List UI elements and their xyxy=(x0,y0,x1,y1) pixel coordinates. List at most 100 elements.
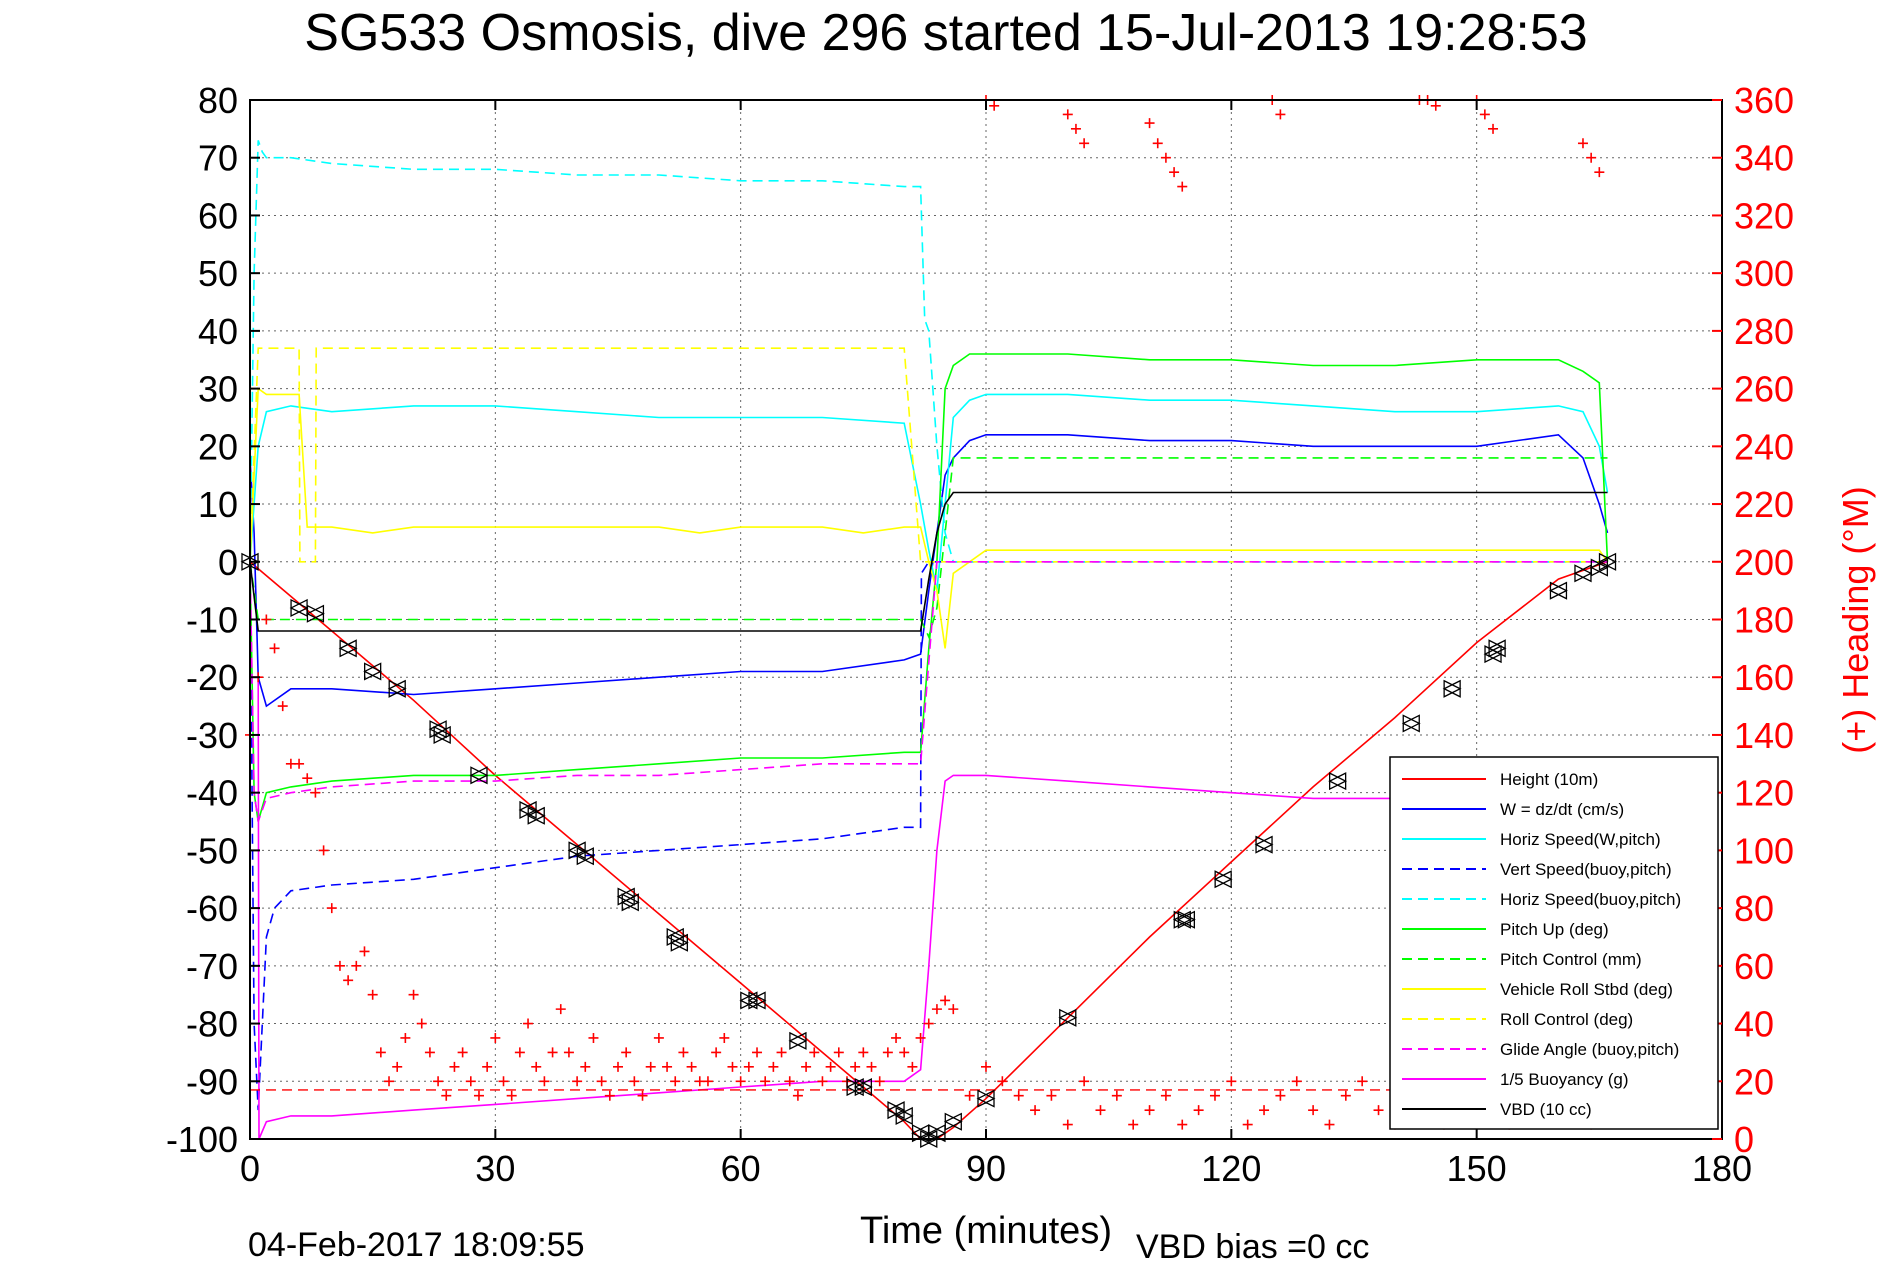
legend-label-10: 1/5 Buoyancy (g) xyxy=(1500,1070,1629,1089)
height-marker xyxy=(305,604,325,623)
heading-point xyxy=(563,1047,574,1058)
series-line-6 xyxy=(249,457,1608,640)
y-tick-label: -20 xyxy=(186,657,238,698)
heading-point xyxy=(408,989,419,1000)
legend-label-3: Vert Speed(buoy,pitch) xyxy=(1500,860,1672,879)
y-tick-label: -80 xyxy=(186,1004,238,1045)
series-line-10 xyxy=(250,676,1608,1140)
y2-tick-label: 100 xyxy=(1734,830,1794,871)
heading-point xyxy=(719,1032,730,1043)
heading-point xyxy=(735,1076,746,1087)
heading-point xyxy=(1291,1076,1302,1087)
heading-point xyxy=(1062,109,1073,120)
heading-point xyxy=(506,1090,517,1101)
heading-point xyxy=(1160,152,1171,163)
height-marker xyxy=(894,1106,914,1125)
chart-title: SG533 Osmosis, dive 296 started 15-Jul-2… xyxy=(304,4,1587,62)
heading-point xyxy=(1209,1090,1220,1101)
heading-point xyxy=(392,1061,403,1072)
height-marker xyxy=(1487,639,1507,658)
y-tick-label: 80 xyxy=(198,80,238,121)
height-marker xyxy=(747,991,767,1010)
heading-point xyxy=(384,1076,395,1087)
legend-label-7: Vehicle Roll Stbd (deg) xyxy=(1500,980,1673,999)
height-marker xyxy=(1172,910,1192,929)
heading-point xyxy=(940,995,951,1006)
legend-label-6: Pitch Control (mm) xyxy=(1500,950,1642,969)
height-marker xyxy=(927,1124,947,1143)
heading-point xyxy=(482,1061,493,1072)
y-tick-label: 70 xyxy=(198,138,238,179)
height-marker xyxy=(1548,581,1568,600)
heading-point xyxy=(801,1061,812,1072)
legend-label-11: VBD (10 cc) xyxy=(1500,1100,1592,1119)
heading-point xyxy=(1430,100,1441,111)
heading-point xyxy=(1070,123,1081,134)
y-tick-label: 20 xyxy=(198,426,238,467)
y-tick-label: 40 xyxy=(198,311,238,352)
y2-tick-label: 320 xyxy=(1734,195,1794,236)
heading-point xyxy=(882,1047,893,1058)
heading-point xyxy=(449,1061,460,1072)
heading-point xyxy=(326,903,337,914)
heading-point xyxy=(1324,1119,1335,1130)
heading-point xyxy=(629,1076,640,1087)
heading-point xyxy=(1030,1105,1041,1116)
height-marker xyxy=(1176,910,1196,929)
legend-label-8: Roll Control (deg) xyxy=(1500,1010,1633,1029)
legend-label-9: Glide Angle (buoy,pitch) xyxy=(1500,1040,1679,1059)
heading-point xyxy=(1177,1119,1188,1130)
heading-point xyxy=(1177,181,1188,192)
heading-point xyxy=(604,1090,615,1101)
legend-label-0: Height (10m) xyxy=(1500,770,1598,789)
heading-point xyxy=(343,975,354,986)
height-marker xyxy=(853,1077,873,1097)
heading-point xyxy=(367,989,378,1000)
heading-point xyxy=(981,1061,991,1072)
axis-ticks: 0 30 60 90 120 150 18080706050403020100-10-20-… xyxy=(166,80,1794,1189)
height-marker xyxy=(976,1089,996,1108)
heading-point xyxy=(588,1032,599,1043)
heading-point xyxy=(572,1076,583,1087)
y2-tick-label: 280 xyxy=(1734,311,1794,352)
y2-axis-label: (+) Heading (°M) xyxy=(1835,486,1876,753)
heading-point xyxy=(637,1090,648,1101)
heading-point xyxy=(1340,1090,1351,1101)
heading-point xyxy=(1357,1076,1368,1087)
y-tick-label: 50 xyxy=(198,253,238,294)
heading-point xyxy=(1577,138,1588,149)
heading-point xyxy=(752,1047,763,1058)
heading-point xyxy=(923,1018,934,1029)
y-tick-label: -90 xyxy=(186,1061,238,1102)
heading-point xyxy=(277,701,288,712)
heading-point xyxy=(433,1076,444,1087)
heading-point xyxy=(334,960,345,971)
height-marker xyxy=(1442,679,1462,698)
heading-point xyxy=(269,643,280,654)
x-tick-label: 60 xyxy=(721,1148,761,1189)
height-marker xyxy=(469,766,489,785)
series-line-7 xyxy=(249,387,1609,649)
heading-point xyxy=(498,1076,509,1087)
height-marker xyxy=(1254,835,1274,854)
heading-point xyxy=(1128,1119,1139,1130)
legend: Height (10m) W = dz/dt (cm/s) Horiz Speed(… xyxy=(1389,756,1719,1130)
heading-point xyxy=(997,1076,1008,1087)
height-marker xyxy=(1401,714,1421,733)
heading-point xyxy=(261,614,272,625)
heading-point xyxy=(1079,1076,1090,1087)
heading-point xyxy=(1594,167,1605,178)
heading-point xyxy=(907,1061,918,1072)
height-marker xyxy=(943,1112,963,1131)
footer-date: 04-Feb-2017 18:09:55 xyxy=(248,1226,585,1264)
y-tick-label: 30 xyxy=(198,369,238,410)
heading-point xyxy=(1193,1105,1204,1116)
heading-point xyxy=(473,1090,484,1101)
y-tick-label: -30 xyxy=(186,715,238,756)
heading-point xyxy=(1144,1105,1155,1116)
heading-point xyxy=(678,1047,689,1058)
height-marker xyxy=(669,933,689,952)
heading-point xyxy=(948,1004,959,1015)
y-tick-label: -40 xyxy=(186,773,238,814)
